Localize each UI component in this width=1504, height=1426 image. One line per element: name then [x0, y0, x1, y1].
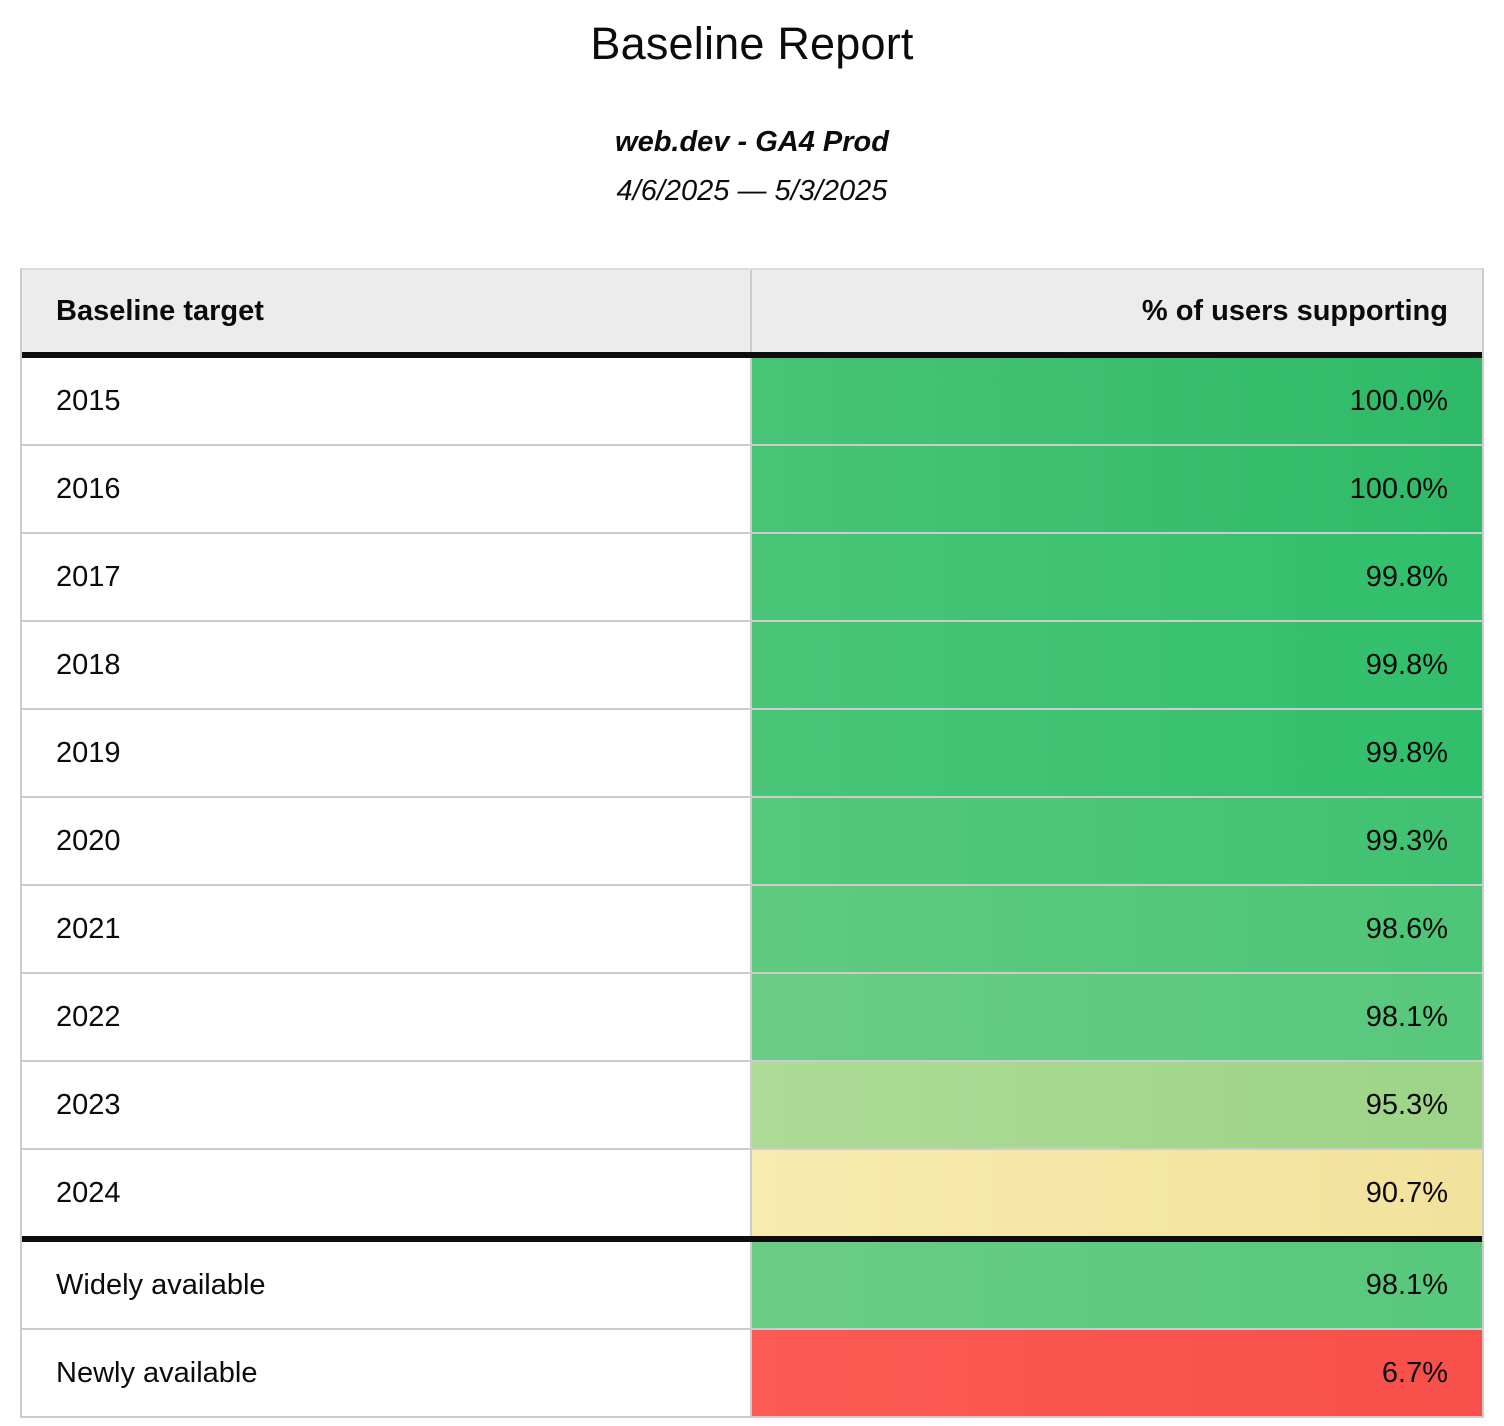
table-row: 2019 99.8%	[22, 710, 1482, 798]
row-value: 98.6%	[752, 886, 1482, 972]
row-value: 99.8%	[752, 534, 1482, 620]
row-value: 100.0%	[752, 446, 1482, 532]
row-value: 98.1%	[752, 1242, 1482, 1328]
row-value: 99.8%	[752, 622, 1482, 708]
column-header-baseline-target: Baseline target	[22, 270, 752, 352]
report-source-subtitle: web.dev - GA4 Prod	[615, 126, 889, 158]
row-label: 2015	[22, 358, 752, 444]
table-row: 2024 90.7%	[22, 1150, 1482, 1236]
row-value: 95.3%	[752, 1062, 1482, 1148]
row-value: 99.8%	[752, 710, 1482, 796]
row-value: 90.7%	[752, 1150, 1482, 1236]
table-row: 2022 98.1%	[22, 974, 1482, 1062]
row-label: 2024	[22, 1150, 752, 1236]
table-row: 2017 99.8%	[22, 534, 1482, 622]
table-row: 2015 100.0%	[22, 358, 1482, 446]
row-label: 2022	[22, 974, 752, 1060]
table-row: 2020 99.3%	[22, 798, 1482, 886]
row-label: 2016	[22, 446, 752, 532]
row-value: 99.3%	[752, 798, 1482, 884]
page-title: Baseline Report	[590, 18, 914, 69]
row-label: Widely available	[22, 1242, 752, 1328]
table-row: 2023 95.3%	[22, 1062, 1482, 1150]
table-row: 2018 99.8%	[22, 622, 1482, 710]
row-label: 2019	[22, 710, 752, 796]
row-label: 2018	[22, 622, 752, 708]
table-row: Widely available 98.1%	[22, 1236, 1482, 1330]
baseline-table: Baseline target % of users supporting 20…	[20, 268, 1484, 1418]
table-header-row: Baseline target % of users supporting	[22, 270, 1482, 358]
row-label: 2023	[22, 1062, 752, 1148]
table-row: 2016 100.0%	[22, 446, 1482, 534]
row-label: 2020	[22, 798, 752, 884]
row-value: 100.0%	[752, 358, 1482, 444]
column-header-users-supporting: % of users supporting	[1141, 294, 1448, 327]
row-label: Newly available	[22, 1330, 752, 1416]
row-label: 2017	[22, 534, 752, 620]
table-row: 2021 98.6%	[22, 886, 1482, 974]
row-value: 98.1%	[752, 974, 1482, 1060]
report-date-range: 4/6/2025 — 5/3/2025	[616, 175, 888, 207]
table-row: Newly available 6.7%	[22, 1330, 1482, 1416]
row-label: 2021	[22, 886, 752, 972]
report-header: Baseline Report web.dev - GA4 Prod 4/6/2…	[0, 0, 1504, 208]
row-value: 6.7%	[752, 1330, 1482, 1416]
